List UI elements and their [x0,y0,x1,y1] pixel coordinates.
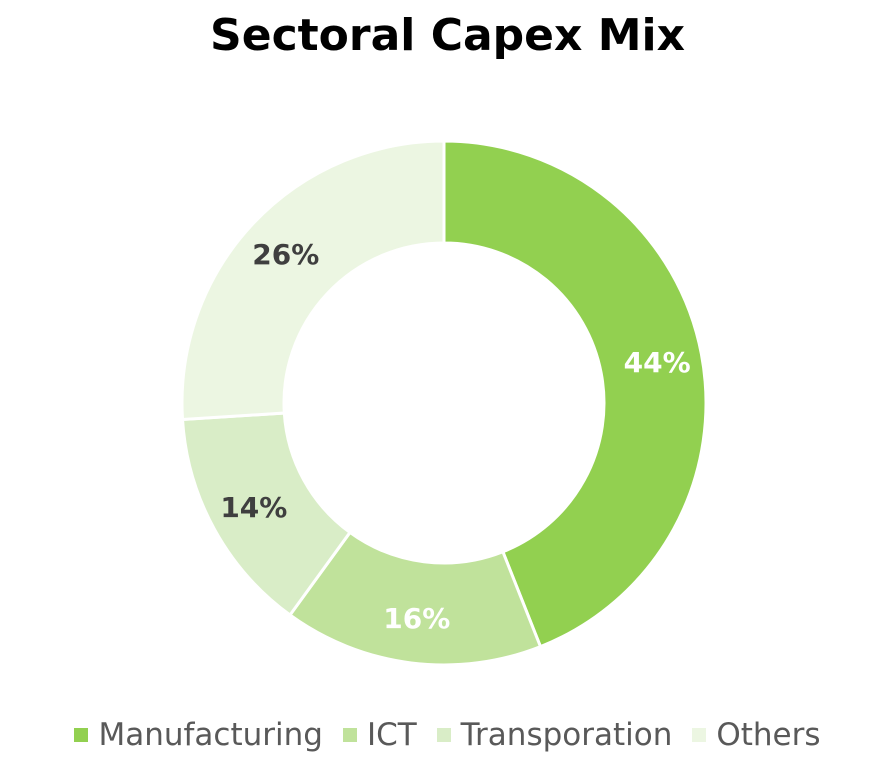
legend-item-manufacturing: Manufacturing [74,710,323,760]
legend: Manufacturing ICT Transporation Others [0,710,895,760]
legend-swatch [74,728,89,742]
legend-swatch [692,728,707,742]
chart-title: Sectoral Capex Mix [210,10,685,61]
slice-others [180,139,446,422]
legend-item-others: Others [692,710,821,760]
legend-label: ICT [366,717,417,753]
slice-label-others: 26% [252,238,319,271]
legend-swatch [342,728,357,742]
legend-swatch [436,728,451,742]
slice-label-transporation: 14% [220,491,287,524]
slice-label-ict: 16% [383,602,450,635]
legend-label: Manufacturing [98,717,323,753]
slice-label-manufacturing: 44% [624,346,691,379]
legend-item-transporation: Transporation [436,710,673,760]
legend-label: Others [716,717,821,753]
legend-item-ict: ICT [342,710,417,760]
legend-label: Transporation [460,717,673,753]
slice-manufacturing [442,139,708,649]
